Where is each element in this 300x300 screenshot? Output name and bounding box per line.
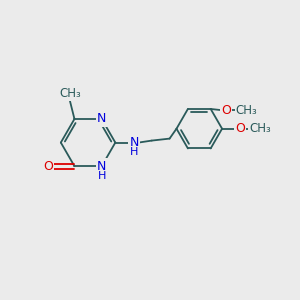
Text: CH₃: CH₃ <box>250 122 271 135</box>
Text: CH₃: CH₃ <box>236 104 257 117</box>
Text: O: O <box>235 122 245 135</box>
Text: N: N <box>130 136 139 149</box>
Text: O: O <box>43 160 53 173</box>
Text: N: N <box>97 112 106 125</box>
Text: H: H <box>130 147 139 157</box>
Text: H: H <box>98 171 106 181</box>
Text: O: O <box>221 104 231 117</box>
Text: CH₃: CH₃ <box>59 87 81 100</box>
Text: N: N <box>97 160 106 173</box>
